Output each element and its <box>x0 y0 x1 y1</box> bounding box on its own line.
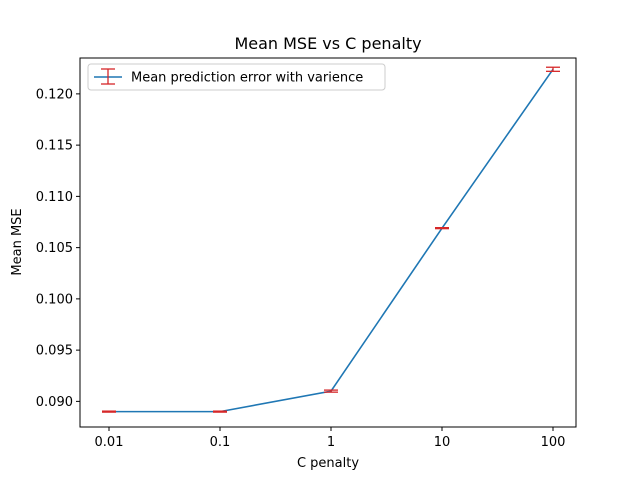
y-tick-label: 0.100 <box>36 292 73 307</box>
chart-title: Mean MSE vs C penalty <box>234 34 421 53</box>
x-tick-label: 10 <box>434 435 451 450</box>
x-tick-label: 0.01 <box>95 435 124 450</box>
plot-area: 0.01 0.1 1 10 100 0.090 0.095 0.100 0.105 0.110 0.… <box>36 57 577 450</box>
x-tick-label: 1 <box>327 435 335 450</box>
y-tick-label: 0.115 <box>36 139 73 154</box>
y-tick-label: 0.090 <box>36 395 73 410</box>
legend-box <box>87 63 386 91</box>
x-tick-label: 0.1 <box>210 435 231 450</box>
y-tick-label: 0.120 <box>36 87 73 102</box>
y-tick-label: 0.105 <box>36 241 73 256</box>
plot-frame <box>79 57 577 428</box>
y-tick-label: 0.110 <box>36 190 73 205</box>
x-tick-label: 100 <box>541 435 566 450</box>
legend: Mean prediction error with varience <box>87 63 386 91</box>
x-axis-label: C penalty <box>297 456 359 471</box>
y-axis-label: Mean MSE <box>10 208 25 275</box>
y-tick-label: 0.095 <box>36 344 73 359</box>
legend-label: Mean prediction error with varience <box>131 71 363 86</box>
